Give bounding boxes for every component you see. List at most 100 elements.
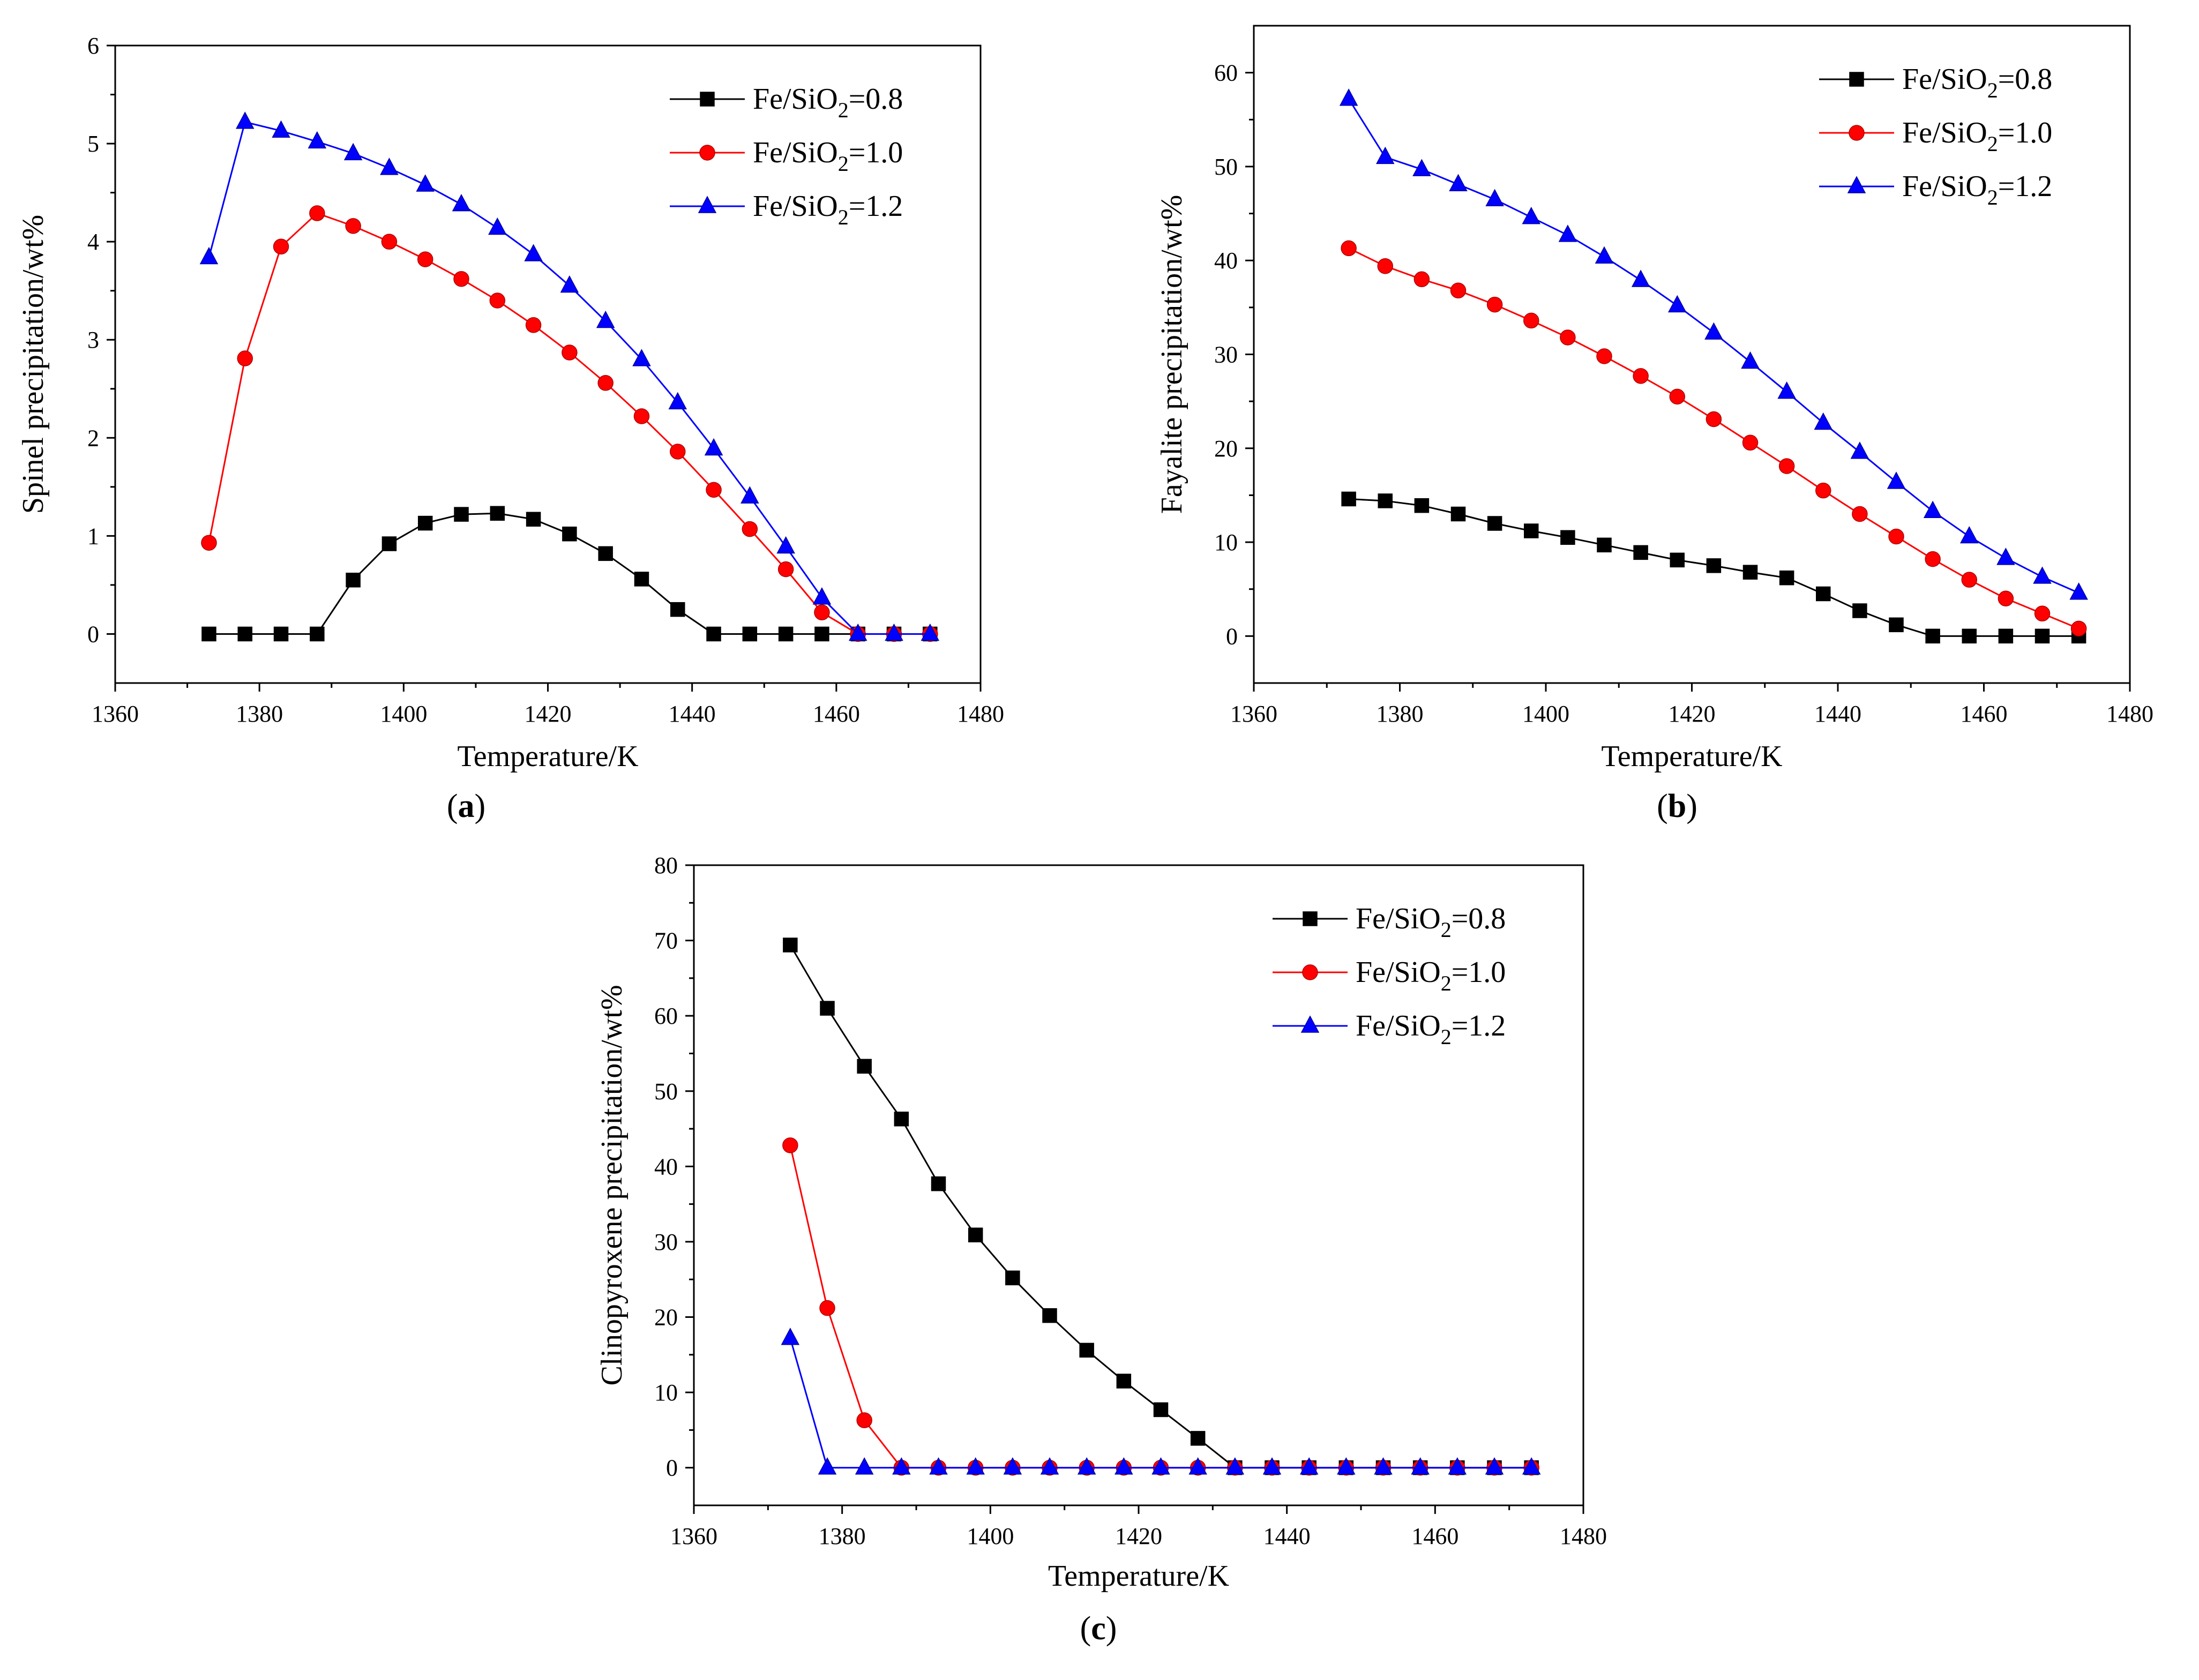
data-point bbox=[1962, 628, 1977, 644]
legend-label: Fe/SiO2=1.2 bbox=[753, 190, 903, 229]
legend-entry: Fe/SiO2=1.2 bbox=[1273, 1009, 1506, 1049]
data-point bbox=[1633, 545, 1648, 560]
y-tick-label: 6 bbox=[87, 33, 99, 59]
data-point bbox=[742, 521, 758, 537]
data-point bbox=[1412, 159, 1431, 176]
legend-label-subscript: 2 bbox=[838, 205, 849, 229]
series-0 bbox=[201, 506, 938, 642]
y-tick-label: 20 bbox=[1214, 436, 1238, 462]
data-point bbox=[310, 626, 325, 642]
data-point bbox=[776, 536, 795, 554]
panel-label-paren: ( bbox=[447, 788, 458, 824]
data-point bbox=[1670, 552, 1685, 568]
x-tick-label: 1460 bbox=[1411, 1523, 1458, 1549]
data-point bbox=[2035, 628, 2050, 644]
data-point bbox=[201, 626, 216, 642]
y-tick-label: 40 bbox=[654, 1153, 678, 1180]
x-tick-label: 1400 bbox=[380, 701, 427, 727]
y-tick-label: 70 bbox=[654, 928, 678, 954]
x-tick-label: 1380 bbox=[1377, 701, 1424, 727]
y-tick-label: 10 bbox=[1214, 529, 1238, 556]
data-point bbox=[2070, 620, 2087, 637]
data-point bbox=[2069, 582, 2088, 600]
y-tick-label: 1 bbox=[87, 523, 99, 549]
legend-label-value: =1.2 bbox=[1452, 1009, 1506, 1042]
data-point bbox=[1485, 1457, 1504, 1475]
y-tick-label: 60 bbox=[1214, 60, 1238, 86]
data-point bbox=[818, 1457, 837, 1475]
data-point bbox=[489, 292, 506, 309]
data-point bbox=[1889, 617, 1904, 633]
data-point bbox=[1486, 296, 1503, 313]
data-point bbox=[346, 573, 361, 588]
legend-label-subscript: 2 bbox=[1441, 971, 1452, 995]
data-point bbox=[416, 174, 435, 192]
legend-label-value: =1.2 bbox=[849, 190, 903, 223]
data-point bbox=[1341, 240, 1357, 257]
data-point bbox=[1887, 471, 1906, 489]
data-point bbox=[562, 344, 578, 361]
data-point bbox=[1850, 441, 1869, 459]
data-point bbox=[741, 486, 759, 504]
x-tick-label: 1440 bbox=[1263, 1523, 1311, 1549]
data-point bbox=[1377, 258, 1393, 274]
data-point bbox=[778, 626, 794, 642]
panel-label-paren: ) bbox=[475, 788, 486, 824]
legend-label-value: =0.8 bbox=[1998, 63, 2053, 96]
data-point bbox=[929, 1457, 948, 1475]
legend-label-main: Fe/SiO bbox=[1902, 116, 1987, 149]
data-point bbox=[1262, 1457, 1282, 1475]
panel-label-letter: b bbox=[1668, 788, 1686, 824]
data-point bbox=[632, 349, 651, 366]
legend-marker bbox=[700, 92, 715, 107]
legend-label-value: =1.2 bbox=[1998, 170, 2053, 203]
data-point bbox=[1998, 590, 2014, 606]
data-point bbox=[2034, 605, 2051, 622]
data-point bbox=[1925, 551, 1941, 567]
data-point bbox=[892, 1457, 911, 1475]
data-point bbox=[1595, 246, 1614, 264]
data-point bbox=[1852, 506, 1868, 522]
data-point bbox=[1631, 269, 1650, 287]
data-point bbox=[1815, 482, 1831, 499]
data-point bbox=[380, 158, 399, 175]
legend-label-main: Fe/SiO bbox=[1356, 1009, 1441, 1042]
legend-label: Fe/SiO2=0.8 bbox=[1902, 63, 2052, 102]
y-tick-label: 4 bbox=[87, 229, 99, 255]
legend-label: Fe/SiO2=1.0 bbox=[1902, 116, 2052, 156]
data-point bbox=[1005, 1270, 1020, 1286]
data-point bbox=[560, 275, 579, 293]
chart-panel-b: 1360 1380 1400 1420 1440 1460 1480 0 10 20 30 40 50 6… bbox=[1155, 25, 2153, 824]
panel-label: (c) bbox=[1080, 1610, 1117, 1647]
legend-label-subscript: 2 bbox=[1987, 185, 1998, 209]
x-tick-label: 1360 bbox=[670, 1523, 717, 1549]
data-point bbox=[562, 526, 577, 542]
y-tick-label: 50 bbox=[1214, 154, 1238, 180]
data-point bbox=[273, 238, 289, 255]
data-point bbox=[1741, 351, 1760, 369]
legend-entry: Fe/SiO2=1.2 bbox=[670, 190, 903, 229]
x-tick-label: 1440 bbox=[669, 701, 716, 727]
y-tick-label: 80 bbox=[654, 852, 678, 879]
y-tick-label: 0 bbox=[1226, 623, 1238, 649]
data-point bbox=[1778, 458, 1795, 474]
data-point bbox=[777, 561, 794, 578]
legend-label: Fe/SiO2=0.8 bbox=[753, 82, 903, 122]
legend-label-value: =0.8 bbox=[1452, 902, 1506, 935]
data-point bbox=[525, 317, 542, 333]
data-point bbox=[921, 623, 940, 641]
data-point bbox=[1115, 1457, 1133, 1475]
data-point bbox=[308, 131, 327, 149]
y-tick-label: 2 bbox=[87, 425, 99, 451]
data-point bbox=[1448, 1457, 1467, 1475]
data-point bbox=[1668, 295, 1687, 313]
data-point bbox=[1522, 1457, 1541, 1475]
data-point bbox=[1378, 493, 1393, 508]
data-point bbox=[237, 626, 252, 642]
data-point bbox=[382, 536, 397, 551]
data-point bbox=[1852, 603, 1867, 618]
data-point bbox=[452, 193, 471, 212]
data-point bbox=[706, 626, 721, 642]
data-point bbox=[2033, 566, 2052, 584]
data-point bbox=[524, 244, 543, 261]
